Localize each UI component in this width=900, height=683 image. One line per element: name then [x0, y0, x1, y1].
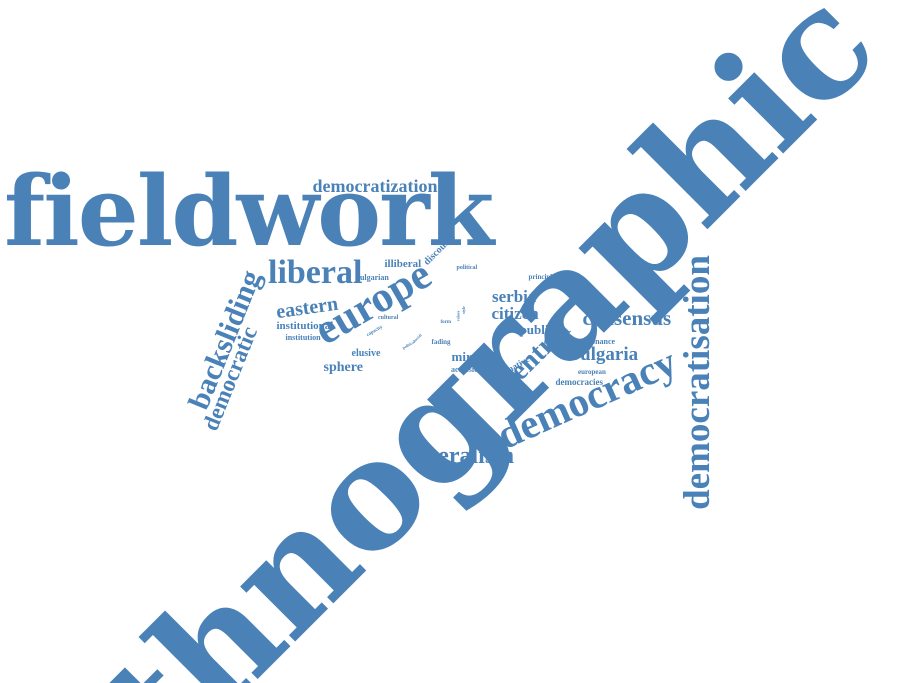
word-political: political — [456, 265, 478, 271]
word-democracies: democracies — [555, 376, 603, 387]
word-liberal: liberal — [268, 254, 363, 291]
word-resonance: resonance — [581, 337, 616, 346]
word-fieldwork: fieldwork — [4, 155, 494, 268]
word-sphere: sphere — [323, 360, 363, 375]
word-institution: institution — [285, 333, 321, 342]
word-citizen: citizen — [491, 303, 539, 323]
word-bulgaria: bulgaria — [569, 343, 639, 365]
word-institutional: institutional — [276, 319, 334, 332]
word-accession: accession — [451, 365, 483, 374]
word-style: style — [460, 306, 466, 314]
word-form: form — [440, 319, 452, 325]
word-mirage: mirage — [451, 348, 491, 364]
word-european: european — [578, 367, 606, 376]
word-principle: principle — [528, 272, 556, 281]
word-illiberal: illiberal — [384, 257, 422, 270]
word-public: public — [519, 321, 555, 337]
word-elusive: elusive — [351, 348, 381, 359]
word-ethnographic: ethnographic — [3, 0, 900, 683]
word-bulgarian: bulgarian — [355, 273, 389, 282]
word-liberalism: liberalism — [411, 443, 515, 469]
word-cultural: cultural — [378, 315, 399, 321]
word-values: values — [454, 310, 460, 322]
word-serbia: serbia — [492, 286, 537, 306]
word-democratisation: democratisation — [676, 254, 718, 510]
word-consensus: consensus — [582, 305, 672, 330]
word-fading: fading — [431, 337, 451, 346]
word-democratization: democratization — [312, 176, 438, 196]
